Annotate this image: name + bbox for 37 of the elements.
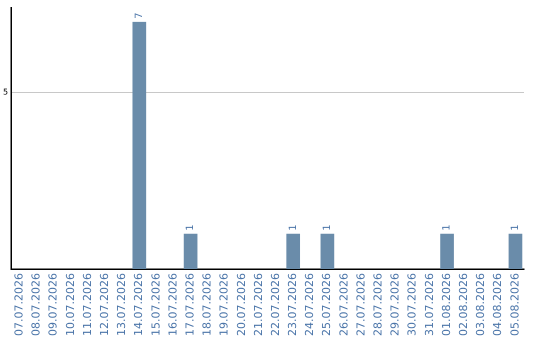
data-label: 7 — [134, 12, 145, 19]
x-tick-label: 19.07.2026 — [218, 273, 231, 336]
x-tick-label: 08.07.2026 — [30, 273, 43, 336]
x-tick-label: 13.07.2026 — [115, 273, 128, 336]
x-tick-label: 14.07.2026 — [132, 273, 146, 336]
x-tick-label: 28.07.2026 — [372, 273, 385, 336]
x-tick-label: 17.07.2026 — [183, 273, 196, 336]
x-tick-label: 07.07.2026 — [12, 273, 26, 336]
x-tick-label: 20.07.2026 — [234, 273, 248, 336]
x-tick-label: 26.07.2026 — [337, 273, 350, 336]
x-tick-label: 02.08.2026 — [457, 273, 470, 336]
x-tick-label: 21.07.2026 — [252, 273, 265, 336]
data-label: 1 — [185, 224, 196, 231]
x-tick-label: 04.08.2026 — [491, 273, 504, 336]
x-tick-label: 25.07.2026 — [320, 273, 334, 336]
x-tick-label: 22.07.2026 — [268, 273, 282, 336]
x-tick-label: 11.07.2026 — [80, 273, 94, 336]
data-label: 1 — [288, 224, 299, 231]
x-tick-label: 15.07.2026 — [149, 273, 162, 336]
x-tick-label: 10.07.2026 — [64, 273, 77, 336]
x-tick-label: 01.08.2026 — [440, 273, 453, 336]
x-tick-label: 16.07.2026 — [166, 273, 180, 336]
x-tick-label: 29.07.2026 — [388, 273, 402, 336]
x-tick-label: 05.08.2026 — [508, 273, 522, 336]
data-label: 1 — [322, 224, 333, 231]
data-label: 1 — [510, 224, 522, 231]
data-label: 1 — [442, 224, 453, 231]
y-tick-label: 5 — [2, 88, 8, 97]
x-tick-label: 09.07.2026 — [46, 273, 60, 336]
x-tick-label: 03.08.2026 — [474, 273, 488, 336]
x-tick-label: 24.07.2026 — [303, 273, 316, 336]
x-tick-label: 27.07.2026 — [354, 273, 368, 336]
x-tick-label: 12.07.2026 — [98, 273, 111, 336]
x-tick-label: 30.07.2026 — [406, 273, 419, 336]
x-tick-label: 23.07.2026 — [286, 273, 300, 336]
x-tick-label: 31.07.2026 — [422, 273, 436, 336]
x-tick-label: 18.07.2026 — [200, 273, 214, 336]
